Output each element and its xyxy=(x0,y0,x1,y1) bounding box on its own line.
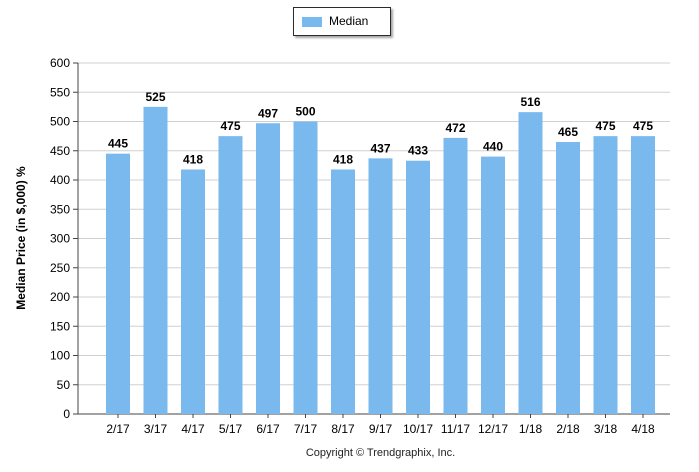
x-tick-label: 4/17 xyxy=(181,422,205,436)
x-tick-label: 10/17 xyxy=(403,422,433,436)
legend-swatch xyxy=(302,17,322,27)
legend: Median xyxy=(293,7,391,36)
x-tick-label: 3/17 xyxy=(144,422,168,436)
bar xyxy=(406,160,430,414)
bar xyxy=(593,136,618,414)
y-tick-label: 350 xyxy=(50,202,70,216)
y-tick-label: 250 xyxy=(50,261,70,275)
y-tick-label: 150 xyxy=(50,319,70,333)
data-label: 437 xyxy=(370,141,390,155)
data-label: 525 xyxy=(145,90,165,104)
x-tick-label: 7/17 xyxy=(294,422,318,436)
bar xyxy=(443,137,468,414)
y-tick-label: 0 xyxy=(63,407,70,421)
x-tick-label: 6/17 xyxy=(256,422,280,436)
y-tick-label: 300 xyxy=(50,232,70,246)
data-label: 475 xyxy=(633,119,653,133)
bar xyxy=(293,121,318,414)
y-tick-label: 400 xyxy=(50,173,70,187)
data-label: 497 xyxy=(258,106,278,120)
data-label: 445 xyxy=(108,137,128,151)
bar xyxy=(143,106,168,414)
y-tick-label: 550 xyxy=(50,85,70,99)
x-tick-label: 2/17 xyxy=(106,422,130,436)
bar xyxy=(368,158,393,414)
x-tick-label: 5/17 xyxy=(219,422,243,436)
y-tick-label: 450 xyxy=(50,144,70,158)
bar xyxy=(556,141,580,414)
data-label: 418 xyxy=(183,152,203,166)
data-label: 472 xyxy=(445,121,465,135)
x-tick-label: 1/18 xyxy=(519,422,543,436)
data-label: 500 xyxy=(295,105,315,119)
x-tick-label: 3/18 xyxy=(594,422,618,436)
x-tick-label: 12/17 xyxy=(478,422,508,436)
bar xyxy=(181,169,205,414)
y-tick-label: 500 xyxy=(50,115,70,129)
data-label: 440 xyxy=(483,140,503,154)
x-tick-label: 8/17 xyxy=(331,422,355,436)
x-tick-label: 11/17 xyxy=(441,422,470,436)
bar xyxy=(518,112,543,414)
x-tick-label: 9/17 xyxy=(369,422,393,436)
bar xyxy=(331,169,355,414)
copyright-text: Copyright © Trendgraphix, Inc. xyxy=(305,447,456,459)
y-tick-label: 600 xyxy=(50,56,70,70)
y-tick-label: 100 xyxy=(50,349,70,363)
bar xyxy=(106,153,130,415)
y-tick-label: 50 xyxy=(57,378,71,392)
data-label: 516 xyxy=(520,95,540,109)
data-label: 475 xyxy=(220,119,240,133)
bar xyxy=(256,123,280,414)
data-label: 465 xyxy=(558,125,578,139)
data-label: 433 xyxy=(408,144,428,158)
data-label: 418 xyxy=(333,152,353,166)
y-tick-label: 200 xyxy=(50,290,70,304)
bar xyxy=(631,136,655,414)
legend-label: Median xyxy=(329,14,369,28)
x-tick-label: 2/18 xyxy=(556,422,580,436)
data-label: 475 xyxy=(595,119,615,133)
bar xyxy=(218,136,243,414)
x-tick-label: 4/18 xyxy=(631,422,655,436)
bar xyxy=(481,156,505,414)
